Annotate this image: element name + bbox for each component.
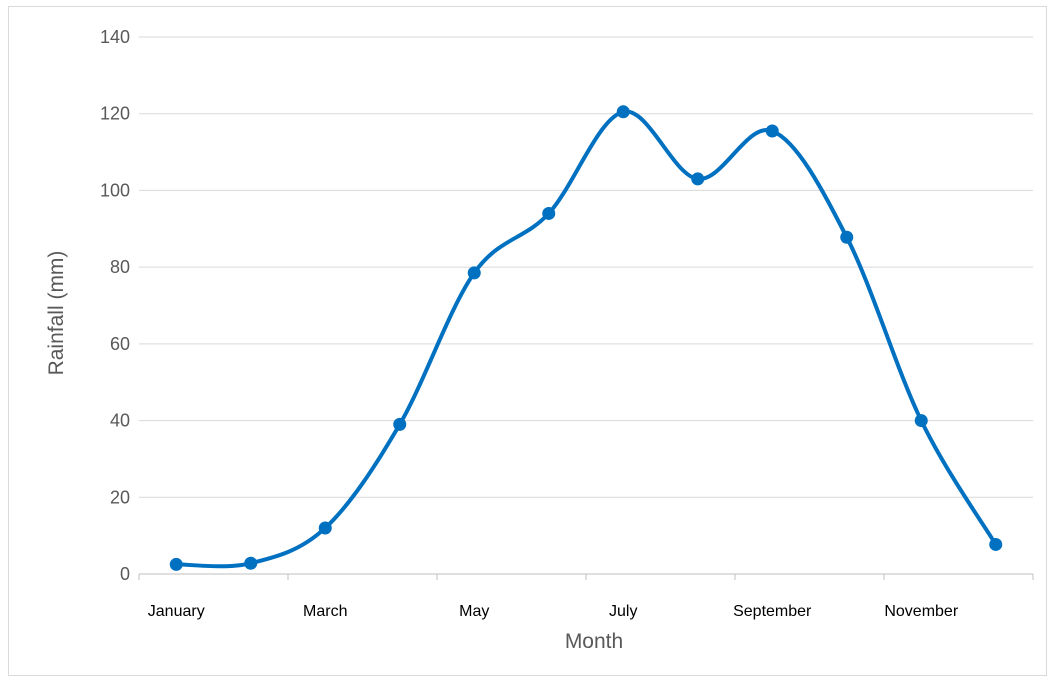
data-point-september (765, 124, 779, 138)
data-point-april (393, 417, 407, 431)
series-line (174, 109, 998, 569)
data-point-july (616, 105, 630, 119)
x-tick-label: January (148, 603, 205, 620)
y-tick-label: 80 (110, 257, 130, 277)
grid-lines (139, 36, 1033, 498)
x-tick-label: March (303, 603, 347, 620)
y-tick-label: 20 (110, 487, 130, 507)
y-tick-label: 40 (110, 411, 130, 431)
x-tick-label: May (459, 603, 489, 620)
data-point-december (989, 537, 1003, 551)
y-tick-label: 100 (100, 180, 130, 200)
y-tick-label: 120 (100, 104, 130, 124)
y-axis-tick-labels: 0 20 40 60 80 100 120 140 (100, 27, 130, 584)
data-point-august (691, 172, 705, 186)
y-tick-label: 0 (120, 564, 130, 584)
data-point-october (840, 230, 854, 244)
x-axis (138, 573, 1034, 580)
data-point-january (169, 557, 183, 571)
x-axis-title: Month (565, 630, 623, 653)
line-chart: 0 20 40 60 80 100 120 140 January March May July Se… (45, 27, 1034, 653)
data-point-may (467, 266, 481, 280)
x-tick-label: July (609, 603, 637, 620)
y-axis-title: Rainfall (mm) (45, 251, 68, 376)
y-tick-label: 140 (100, 27, 130, 47)
x-tick-label: November (884, 603, 958, 620)
x-tick-label: September (733, 603, 812, 620)
y-tick-label: 60 (110, 334, 130, 354)
data-point-november (914, 414, 928, 428)
series-layer (169, 105, 1003, 571)
data-point-june (542, 206, 556, 220)
data-point-february (244, 556, 258, 570)
x-axis-tick-labels: January March May July September November (148, 603, 959, 620)
chart-frame: 0 20 40 60 80 100 120 140 January March May July Se… (8, 6, 1047, 676)
data-point-march (318, 521, 332, 535)
